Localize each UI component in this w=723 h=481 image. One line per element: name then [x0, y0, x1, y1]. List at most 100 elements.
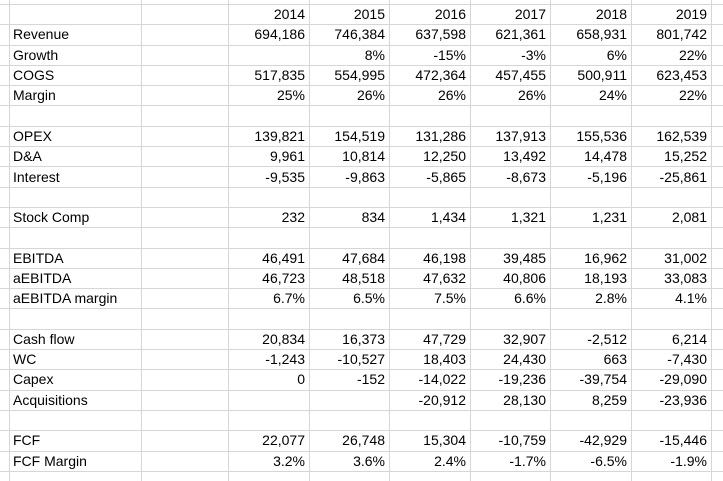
- value-cell[interactable]: -9,535: [229, 167, 310, 188]
- empty-cell[interactable]: [142, 207, 229, 229]
- value-cell[interactable]: 25%: [229, 86, 310, 107]
- value-cell[interactable]: 6,214: [632, 329, 712, 351]
- value-cell[interactable]: 554,995: [310, 65, 390, 87]
- empty-cell[interactable]: [390, 309, 471, 330]
- value-cell[interactable]: 232: [229, 207, 310, 229]
- value-cell[interactable]: 623,453: [632, 65, 712, 87]
- value-cell[interactable]: -29,090: [632, 370, 712, 391]
- empty-cell[interactable]: [712, 86, 723, 107]
- empty-cell[interactable]: [0, 410, 10, 432]
- empty-cell[interactable]: [142, 451, 229, 472]
- empty-cell[interactable]: [712, 350, 723, 371]
- empty-cell[interactable]: [142, 471, 229, 481]
- value-cell[interactable]: 31,002: [632, 248, 712, 269]
- value-cell[interactable]: -3%: [471, 45, 551, 66]
- empty-cell[interactable]: [0, 0, 10, 5]
- row-label-cell[interactable]: Revenue: [10, 25, 142, 46]
- empty-cell[interactable]: [551, 106, 632, 127]
- empty-cell[interactable]: [471, 0, 551, 5]
- empty-cell[interactable]: [551, 187, 632, 208]
- row-label-cell[interactable]: Cash flow: [10, 329, 142, 351]
- year-header-cell[interactable]: 2014: [229, 5, 310, 26]
- value-cell[interactable]: 6.6%: [471, 289, 551, 310]
- value-cell[interactable]: 39,485: [471, 248, 551, 269]
- empty-cell[interactable]: [229, 45, 310, 66]
- empty-cell[interactable]: [712, 208, 723, 229]
- value-cell[interactable]: 6.5%: [310, 289, 390, 310]
- value-cell[interactable]: 22,077: [229, 431, 310, 452]
- empty-cell[interactable]: [551, 471, 632, 481]
- value-cell[interactable]: 2.8%: [551, 289, 632, 310]
- value-cell[interactable]: 1,321: [471, 207, 551, 229]
- value-cell[interactable]: 40,806: [471, 268, 551, 290]
- empty-cell[interactable]: [142, 65, 229, 87]
- empty-cell[interactable]: [0, 350, 10, 371]
- empty-cell[interactable]: [142, 5, 229, 26]
- empty-cell[interactable]: [0, 431, 10, 452]
- value-cell[interactable]: 2.4%: [390, 451, 471, 472]
- empty-cell[interactable]: [229, 0, 310, 5]
- value-cell[interactable]: -6.5%: [551, 451, 632, 472]
- header-label-cell[interactable]: [10, 5, 142, 26]
- year-header-cell[interactable]: 2018: [551, 5, 632, 26]
- value-cell[interactable]: 7.5%: [390, 289, 471, 310]
- value-cell[interactable]: 694,186: [229, 25, 310, 46]
- value-cell[interactable]: -14,022: [390, 370, 471, 391]
- value-cell[interactable]: 139,821: [229, 126, 310, 148]
- empty-cell[interactable]: [10, 187, 142, 208]
- value-cell[interactable]: 801,742: [632, 25, 712, 46]
- value-cell[interactable]: 26,748: [310, 431, 390, 452]
- empty-cell[interactable]: [142, 329, 229, 351]
- value-cell[interactable]: 500,911: [551, 65, 632, 87]
- empty-cell[interactable]: [471, 471, 551, 481]
- value-cell[interactable]: 155,536: [551, 126, 632, 148]
- empty-cell[interactable]: [0, 45, 10, 66]
- value-cell[interactable]: -19,236: [471, 370, 551, 391]
- empty-cell[interactable]: [712, 431, 723, 452]
- value-cell[interactable]: -39,754: [551, 370, 632, 391]
- value-cell[interactable]: -152: [310, 370, 390, 391]
- empty-cell[interactable]: [10, 228, 142, 249]
- value-cell[interactable]: 18,403: [390, 350, 471, 371]
- value-cell[interactable]: 48,518: [310, 268, 390, 290]
- value-cell[interactable]: 834: [310, 207, 390, 229]
- row-label-cell[interactable]: D&A: [10, 147, 142, 168]
- value-cell[interactable]: -7,430: [632, 350, 712, 371]
- value-cell[interactable]: 637,598: [390, 25, 471, 46]
- empty-cell[interactable]: [142, 309, 229, 330]
- value-cell[interactable]: -15,446: [632, 431, 712, 452]
- value-cell[interactable]: 3.2%: [229, 451, 310, 472]
- value-cell[interactable]: 1,434: [390, 207, 471, 229]
- value-cell[interactable]: 154,519: [310, 126, 390, 148]
- empty-cell[interactable]: [142, 45, 229, 66]
- value-cell[interactable]: 4.1%: [632, 289, 712, 310]
- value-cell[interactable]: 47,729: [390, 329, 471, 351]
- value-cell[interactable]: 46,723: [229, 268, 310, 290]
- value-cell[interactable]: -10,759: [471, 431, 551, 452]
- empty-cell[interactable]: [142, 431, 229, 452]
- value-cell[interactable]: 16,373: [310, 329, 390, 351]
- row-label-cell[interactable]: aEBITDA margin: [10, 289, 142, 310]
- empty-cell[interactable]: [390, 410, 471, 432]
- empty-cell[interactable]: [712, 289, 723, 310]
- year-header-cell[interactable]: 2015: [310, 5, 390, 26]
- empty-cell[interactable]: [0, 248, 10, 269]
- row-label-cell[interactable]: COGS: [10, 65, 142, 87]
- empty-cell[interactable]: [142, 390, 229, 411]
- value-cell[interactable]: 8%: [310, 45, 390, 66]
- value-cell[interactable]: 2,081: [632, 207, 712, 229]
- empty-cell[interactable]: [712, 25, 723, 46]
- empty-cell[interactable]: [0, 147, 10, 168]
- value-cell[interactable]: 1,231: [551, 207, 632, 229]
- year-header-cell[interactable]: 2016: [390, 5, 471, 26]
- value-cell[interactable]: 472,364: [390, 65, 471, 87]
- value-cell[interactable]: 8,259: [551, 390, 632, 411]
- value-cell[interactable]: 26%: [471, 86, 551, 107]
- empty-cell[interactable]: [310, 0, 390, 5]
- value-cell[interactable]: -8,673: [471, 167, 551, 188]
- empty-cell[interactable]: [10, 471, 142, 481]
- empty-cell[interactable]: [471, 187, 551, 208]
- value-cell[interactable]: 47,684: [310, 248, 390, 269]
- value-cell[interactable]: 658,931: [551, 25, 632, 46]
- empty-cell[interactable]: [632, 410, 712, 432]
